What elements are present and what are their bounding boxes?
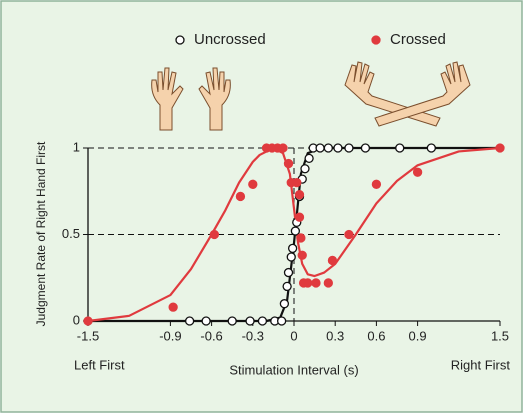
data-point [396,144,404,152]
data-point [298,251,306,259]
data-point [305,154,313,162]
x-tick-label: 1.5 [491,328,509,343]
data-point [278,317,286,325]
x-tick-label: -0.6 [200,328,222,343]
x-right-annotation: Right First [451,357,511,372]
data-point [496,144,504,152]
x-tick-label: 0.3 [326,328,344,343]
legend-marker [176,36,184,44]
data-point [210,231,218,239]
x-tick-label: -1.5 [77,328,99,343]
data-point [316,144,324,152]
data-point [169,303,177,311]
data-point [186,317,194,325]
data-point [427,144,435,152]
data-point [280,300,288,308]
data-point [293,179,301,187]
legend-label: Crossed [390,31,446,48]
data-point [285,160,293,168]
data-point [287,253,295,261]
data-point [84,317,92,325]
x-tick-label: -0.3 [242,328,264,343]
data-point [236,192,244,200]
data-point [297,234,305,242]
data-point [246,317,254,325]
data-point [301,165,309,173]
x-tick-label: 0.6 [367,328,385,343]
x-axis-label: Stimulation Interval (s) [229,362,358,377]
x-tick-label: -0.9 [159,328,181,343]
data-point [328,256,336,264]
x-tick-label: 0 [290,328,297,343]
data-point [372,180,380,188]
panel-background [1,1,522,412]
data-point [295,213,303,221]
data-point [279,144,287,152]
data-point [345,231,353,239]
y-tick-label: 0 [73,312,80,327]
data-point [228,317,236,325]
data-point [324,279,332,287]
y-tick-label: 0.5 [62,226,80,241]
legend-label: Uncrossed [194,31,266,48]
x-tick-label: 0.9 [409,328,427,343]
data-point [291,227,299,235]
data-point [414,168,422,176]
data-point [289,244,297,252]
data-point [324,144,332,152]
y-axis-label: Judgment Rate of Right Hand First [34,141,48,326]
data-point [295,191,303,199]
data-point [283,282,291,290]
data-point [334,144,342,152]
data-point [249,180,257,188]
data-point [345,144,353,152]
x-left-annotation: Left First [74,357,125,372]
data-point [258,317,266,325]
data-point [312,279,320,287]
data-point [361,144,369,152]
data-point [202,317,210,325]
y-tick-label: 1 [73,139,80,154]
data-point [285,269,293,277]
legend-marker [372,36,380,44]
data-point [304,279,312,287]
chart: -1.5 -0.9 -0.6 -0.3 0 0.3 0.6 0.9 1.5 0 0.5 1 Stimul… [0,0,523,413]
